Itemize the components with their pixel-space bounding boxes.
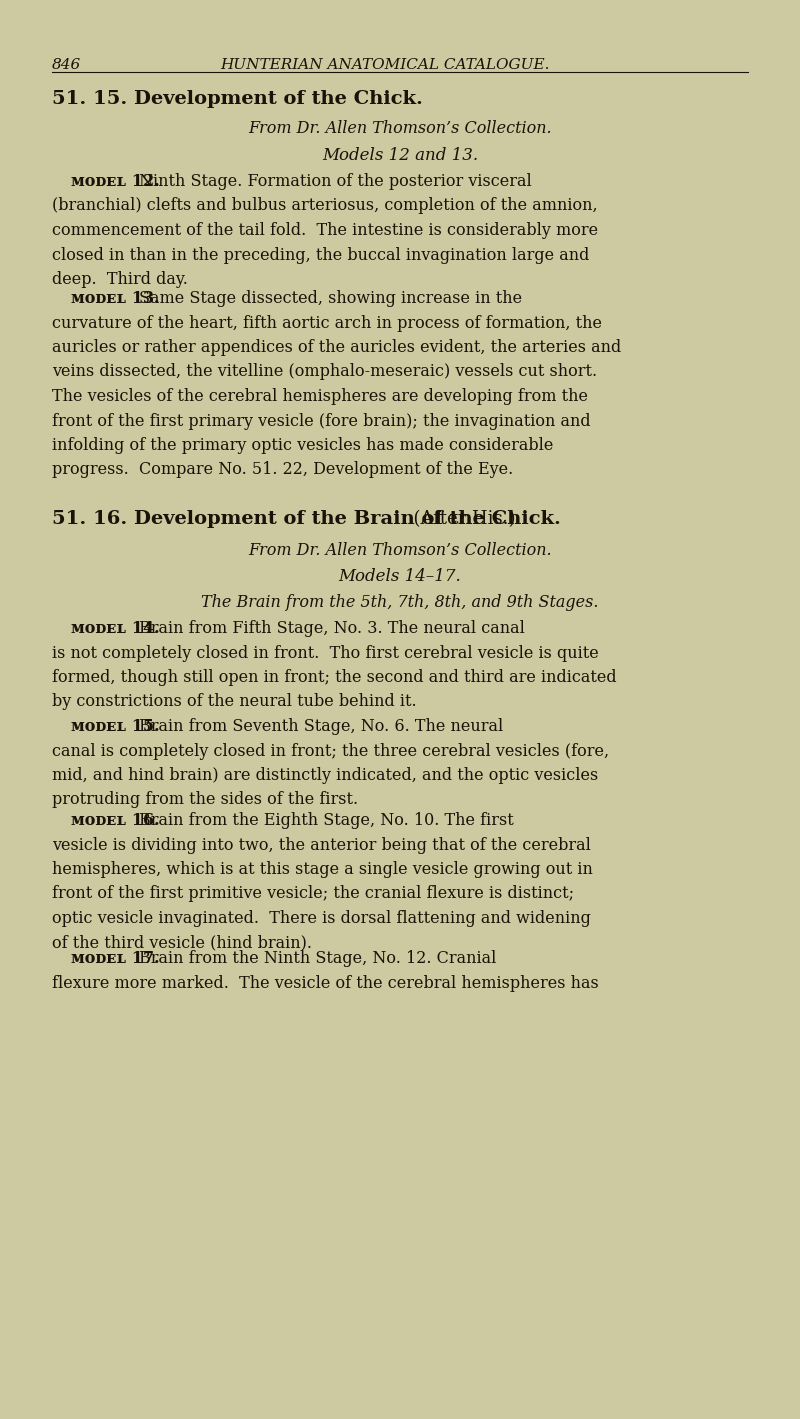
Text: Ninth Stage. Formation of the posterior visceral: Ninth Stage. Formation of the posterior … bbox=[138, 173, 531, 190]
Text: front of the first primitive vesicle; the cranial flexure is distinct;: front of the first primitive vesicle; th… bbox=[52, 885, 574, 902]
Text: front of the first primary vesicle (fore brain); the invagination and: front of the first primary vesicle (fore… bbox=[52, 413, 590, 430]
Text: veins dissected, the vitelline (omphalo-meseraic) vessels cut short.: veins dissected, the vitelline (omphalo-… bbox=[52, 363, 597, 380]
Text: curvature of the heart, fifth aortic arch in process of formation, the: curvature of the heart, fifth aortic arc… bbox=[52, 315, 602, 332]
Text: closed in than in the preceding, the buccal invagination large and: closed in than in the preceding, the buc… bbox=[52, 247, 590, 264]
Text: 846: 846 bbox=[52, 58, 82, 72]
Text: is not completely closed in front.  Tho first cerebral vesicle is quite: is not completely closed in front. Tho f… bbox=[52, 644, 598, 661]
Text: auricles or rather appendices of the auricles evident, the arteries and: auricles or rather appendices of the aur… bbox=[52, 339, 622, 356]
Text: ᴍᴏᴅᴇʟ 16.: ᴍᴏᴅᴇʟ 16. bbox=[70, 812, 159, 829]
Text: Models 14–17.: Models 14–17. bbox=[338, 568, 462, 585]
Text: of the third vesicle (hind brain).: of the third vesicle (hind brain). bbox=[52, 935, 312, 952]
Text: (After His.): (After His.) bbox=[402, 509, 515, 528]
Text: 51. 15. Development of the Chick.: 51. 15. Development of the Chick. bbox=[52, 89, 423, 108]
Text: 51. 16. Development of the Brain of the Chick.: 51. 16. Development of the Brain of the … bbox=[52, 509, 561, 528]
Text: ᴍᴏᴅᴇʟ 17.: ᴍᴏᴅᴇʟ 17. bbox=[70, 949, 159, 966]
Text: ᴍᴏᴅᴇʟ 14.: ᴍᴏᴅᴇʟ 14. bbox=[70, 620, 159, 637]
Text: formed, though still open in front; the second and third are indicated: formed, though still open in front; the … bbox=[52, 668, 617, 685]
Text: by constrictions of the neural tube behind it.: by constrictions of the neural tube behi… bbox=[52, 694, 417, 711]
Text: commencement of the tail fold.  The intestine is considerably more: commencement of the tail fold. The intes… bbox=[52, 221, 598, 238]
Text: (branchial) clefts and bulbus arteriosus, completion of the amnion,: (branchial) clefts and bulbus arteriosus… bbox=[52, 197, 598, 214]
Text: The vesicles of the cerebral hemispheres are developing from the: The vesicles of the cerebral hemispheres… bbox=[52, 387, 588, 404]
Text: Brain from Seventh Stage, No. 6. The neural: Brain from Seventh Stage, No. 6. The neu… bbox=[138, 718, 503, 735]
Text: flexure more marked.  The vesicle of the cerebral hemispheres has: flexure more marked. The vesicle of the … bbox=[52, 975, 598, 992]
Text: protruding from the sides of the first.: protruding from the sides of the first. bbox=[52, 792, 358, 809]
Text: Brain from the Eighth Stage, No. 10. The first: Brain from the Eighth Stage, No. 10. The… bbox=[138, 812, 514, 829]
Text: optic vesicle invaginated.  There is dorsal flattening and widening: optic vesicle invaginated. There is dors… bbox=[52, 910, 591, 927]
Text: Brain from the Ninth Stage, No. 12. Cranial: Brain from the Ninth Stage, No. 12. Cran… bbox=[138, 949, 496, 966]
Text: From Dr. Allen Thomson’s Collection.: From Dr. Allen Thomson’s Collection. bbox=[248, 121, 552, 138]
Text: mid, and hind brain) are distinctly indicated, and the optic vesicles: mid, and hind brain) are distinctly indi… bbox=[52, 768, 598, 785]
Text: deep.  Third day.: deep. Third day. bbox=[52, 271, 188, 288]
Text: hemispheres, which is at this stage a single vesicle growing out in: hemispheres, which is at this stage a si… bbox=[52, 861, 593, 878]
Text: infolding of the primary optic vesicles has made considerable: infolding of the primary optic vesicles … bbox=[52, 437, 554, 454]
Text: vesicle is dividing into two, the anterior being that of the cerebral: vesicle is dividing into two, the anteri… bbox=[52, 836, 591, 853]
Text: The Brain from the 5th, 7th, 8th, and 9th Stages.: The Brain from the 5th, 7th, 8th, and 9t… bbox=[202, 595, 598, 612]
Text: ᴍᴏᴅᴇʟ 12.: ᴍᴏᴅᴇʟ 12. bbox=[70, 173, 159, 190]
Text: canal is completely closed in front; the three cerebral vesicles (fore,: canal is completely closed in front; the… bbox=[52, 742, 609, 759]
Text: HUNTERIAN ANATOMICAL CATALOGUE.: HUNTERIAN ANATOMICAL CATALOGUE. bbox=[220, 58, 550, 72]
Text: progress.  Compare No. 51. 22, Development of the Eye.: progress. Compare No. 51. 22, Developmen… bbox=[52, 461, 514, 478]
Text: ᴍᴏᴅᴇʟ 13.: ᴍᴏᴅᴇʟ 13. bbox=[70, 289, 159, 307]
Text: Same Stage dissected, showing increase in the: Same Stage dissected, showing increase i… bbox=[138, 289, 522, 307]
Text: From Dr. Allen Thomson’s Collection.: From Dr. Allen Thomson’s Collection. bbox=[248, 542, 552, 559]
Text: Models 12 and 13.: Models 12 and 13. bbox=[322, 148, 478, 165]
Text: Brain from Fifth Stage, No. 3. The neural canal: Brain from Fifth Stage, No. 3. The neura… bbox=[138, 620, 525, 637]
Text: ᴍᴏᴅᴇʟ 15.: ᴍᴏᴅᴇʟ 15. bbox=[70, 718, 159, 735]
